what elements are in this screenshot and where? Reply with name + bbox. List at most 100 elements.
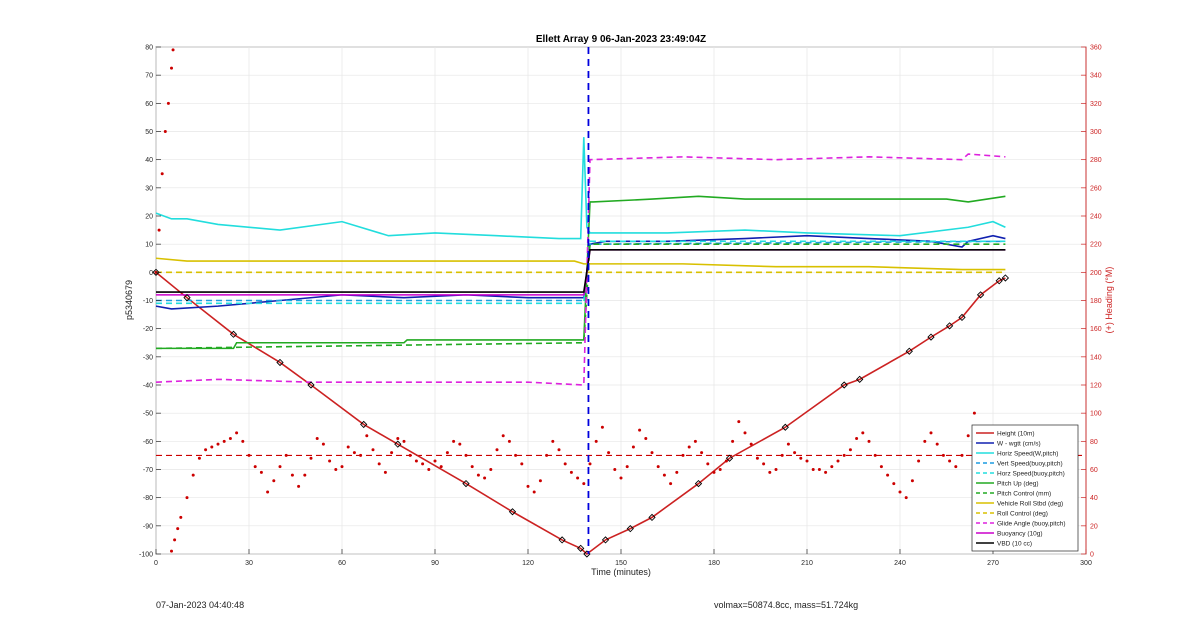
heading-point [873, 453, 877, 457]
x-tick-label: 150 [615, 560, 627, 567]
y-tick-label-left: -40 [143, 383, 153, 390]
y-tick-label-left: -70 [143, 467, 153, 474]
x-tick-label: 30 [245, 560, 253, 567]
heading-point [210, 445, 214, 449]
x-tick-label: 0 [154, 560, 158, 567]
legend-box [971, 424, 1079, 552]
heading-point [439, 465, 443, 469]
legend-label: Pitch Up (deg) [997, 481, 1039, 488]
heading-point [625, 465, 629, 469]
y-tick-label-left: 30 [145, 185, 153, 192]
heading-point [569, 470, 573, 474]
heading-point [960, 453, 964, 457]
heading-point [526, 484, 530, 488]
heading-point [966, 434, 970, 438]
heading-point [830, 465, 834, 469]
height-marker [307, 381, 315, 389]
y-tick-label-right: 20 [1090, 523, 1098, 530]
heading-point [483, 476, 487, 480]
height-marker [229, 330, 238, 338]
heading-point [520, 462, 524, 466]
heading-point [848, 448, 852, 452]
heading-point [445, 451, 449, 455]
y-tick-label-right: 180 [1090, 298, 1102, 305]
heading-point [241, 439, 245, 443]
height-marker [601, 536, 610, 544]
heading-point [266, 490, 270, 494]
heading-point [507, 439, 511, 443]
heading-point-early [163, 130, 167, 133]
heading-point [638, 428, 642, 432]
series-line-3 [156, 240, 1006, 302]
y-tick-label-right: 360 [1090, 45, 1102, 52]
heading-point [731, 439, 735, 443]
heading-point [359, 453, 363, 457]
heading-point [582, 482, 586, 486]
heading-point [706, 462, 710, 466]
heading-point [799, 456, 803, 460]
heading-point [669, 482, 673, 486]
heading-point [662, 473, 666, 477]
heading-point [328, 459, 332, 463]
heading-point [303, 473, 307, 477]
heading-point [718, 468, 722, 471]
heading-point [365, 434, 369, 438]
heading-point [538, 479, 542, 483]
y-tick-label-right: 140 [1090, 354, 1102, 361]
heading-point [675, 470, 679, 474]
heading-point [811, 468, 815, 471]
y-tick-label-left: 20 [145, 214, 153, 221]
heading-point-early [171, 48, 175, 52]
heading-point [824, 470, 828, 474]
x-tick-label: 240 [894, 560, 906, 567]
heading-point [892, 482, 896, 486]
chart-title: Ellett Array 9 06-Jan-2023 23:49:04Z [536, 34, 706, 45]
heading-point [545, 453, 549, 457]
heading-point [563, 462, 567, 466]
y-tick-label-left: 0 [149, 270, 153, 277]
height-marker [995, 277, 1003, 285]
y-tick-label-right: 100 [1090, 411, 1102, 418]
x-tick-label: 120 [522, 560, 534, 567]
heading-point [793, 451, 797, 455]
heading-point [532, 490, 536, 494]
legend-label: Buoyancy (10g) [997, 531, 1043, 538]
heading-point [495, 448, 499, 452]
heading-point [700, 451, 704, 455]
heading-point [228, 437, 232, 441]
heading-point [737, 420, 741, 424]
x-tick-label: 60 [338, 560, 346, 567]
legend-label: Horiz Speed(W,pitch) [997, 451, 1058, 458]
y-tick-label-left: -100 [139, 552, 153, 559]
heading-point [489, 468, 493, 471]
y-tick-label-right: 340 [1090, 73, 1102, 80]
heading-point-early [170, 66, 173, 70]
heading-point [681, 453, 685, 457]
heading-point [290, 473, 294, 477]
y-tick-label-left: 50 [145, 129, 153, 136]
heading-point [786, 442, 790, 446]
heading-point [774, 468, 778, 471]
height-marker [840, 381, 848, 389]
heading-point [501, 434, 505, 438]
y-tick-label-right: 220 [1090, 242, 1102, 249]
legend-label: W - wgtt (cm/s) [997, 441, 1041, 448]
heading-point [923, 439, 927, 443]
heading-point [836, 459, 840, 463]
height-marker [725, 454, 734, 462]
heading-point [321, 442, 325, 446]
x-tick-label: 210 [801, 560, 813, 567]
x-tick-label: 300 [1080, 560, 1092, 567]
heading-point [693, 439, 697, 443]
heading-point [278, 465, 282, 469]
heading-point [749, 442, 753, 446]
heading-point [656, 465, 660, 469]
heading-point [886, 473, 890, 477]
heading-point [842, 453, 846, 457]
heading-point [204, 448, 208, 452]
heading-point [935, 442, 939, 446]
y-tick-label-left: -20 [143, 326, 153, 333]
series-line-1 [155, 234, 1006, 310]
heading-point-early [160, 172, 164, 176]
legend: Height (10m) W - wgtt (cm/s) Horiz Speed(W… [971, 424, 1079, 552]
